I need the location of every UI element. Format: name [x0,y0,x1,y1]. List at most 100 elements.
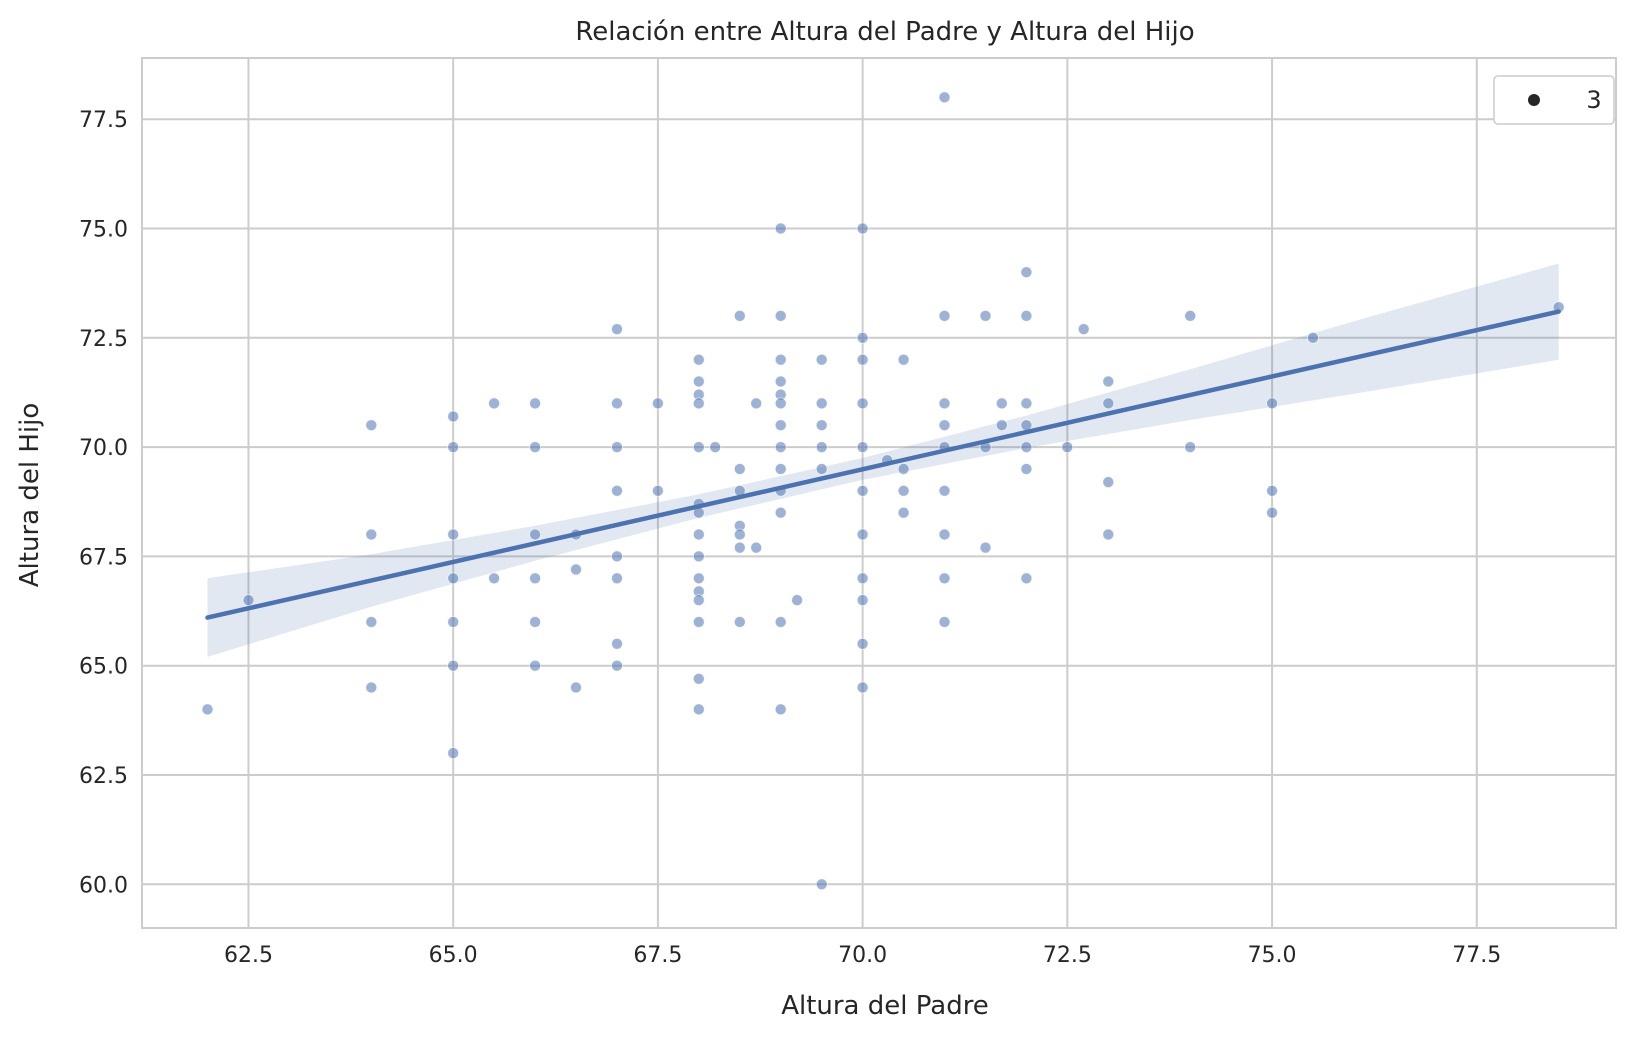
data-point [897,463,910,475]
data-point [856,441,869,454]
data-point [529,616,541,628]
data-point [815,419,828,432]
data-point [733,528,746,541]
data-point [1020,572,1033,585]
data-point [774,375,787,388]
data-point [856,484,869,497]
data-point [733,463,746,475]
x-axis-label: Altura del Padre [781,991,989,1021]
data-point [979,541,992,554]
data-point [774,506,787,519]
data-point [692,550,705,563]
data-point [938,397,951,410]
y-tick-label: 77.5 [79,108,128,133]
data-point [652,397,664,410]
y-axis-label: Altura del Hijo [15,403,45,587]
data-point [611,572,623,585]
data-point [1020,397,1033,410]
data-point [611,397,623,410]
grid-lines [142,58,1616,928]
data-point [1102,375,1115,388]
data-point [774,309,787,322]
y-tick-label: 72.5 [79,327,128,352]
data-point [447,747,460,759]
data-point [856,681,869,694]
y-tick-label: 67.5 [79,545,128,570]
data-point [750,541,763,554]
data-point [815,441,828,454]
data-point [692,594,705,606]
data-point [815,397,828,410]
legend-entry: 3 [1586,86,1601,114]
regression-line-group [205,309,1561,620]
legend: 3 [1493,75,1615,125]
data-point [365,528,378,541]
data-point [938,616,951,628]
data-point [774,616,787,628]
data-point [709,441,722,454]
data-point [995,419,1008,432]
data-point [529,659,541,672]
data-point [856,594,869,606]
regression-line [205,309,1561,620]
data-point [897,484,910,497]
data-point [447,659,460,672]
data-point [774,703,787,716]
data-point [692,672,705,685]
data-point [692,397,705,410]
plot-border [141,57,1617,929]
data-point [365,616,378,628]
data-point [447,528,460,541]
data-point [815,353,828,366]
data-point [447,572,460,585]
data-point [856,572,869,585]
data-point [447,410,460,423]
data-point [242,594,255,606]
data-point [791,594,803,606]
data-point [611,484,623,497]
data-point [938,309,951,322]
data-point [447,441,460,454]
data-point [774,222,787,235]
data-point [611,659,623,672]
data-point [529,528,541,541]
data-point [938,572,951,585]
data-point [774,353,787,366]
data-point [692,616,705,628]
data-point [733,541,746,554]
data-point [1266,397,1278,410]
x-tick-label: 62.5 [224,943,273,968]
data-point [570,681,582,694]
data-point [1020,441,1033,454]
data-point [529,572,541,585]
y-tick-label: 60.0 [79,873,128,898]
data-point [856,528,869,541]
data-point [488,572,501,585]
data-point [1020,266,1033,279]
x-tick-labels: 62.5 65.0 67.5 70.0 72.5 75.0 77.5 [224,943,1501,968]
data-point [733,309,746,322]
data-point [365,681,378,694]
data-point [938,528,951,541]
data-point [897,506,910,519]
data-point [750,397,763,410]
data-point [856,222,869,235]
x-tick-label: 67.5 [633,943,682,968]
data-point [201,703,214,716]
x-tick-label: 77.5 [1452,943,1501,968]
data-point [692,572,705,585]
data-point [692,375,705,388]
data-point [488,397,501,410]
data-point [856,637,869,650]
y-tick-label: 70.0 [79,436,128,461]
plot-frame [141,57,1617,929]
data-point [447,616,460,628]
data-point [1020,463,1033,475]
data-point [570,563,582,576]
data-point [529,441,541,454]
data-point [938,419,951,432]
data-point [897,353,910,366]
data-point [1102,528,1115,541]
